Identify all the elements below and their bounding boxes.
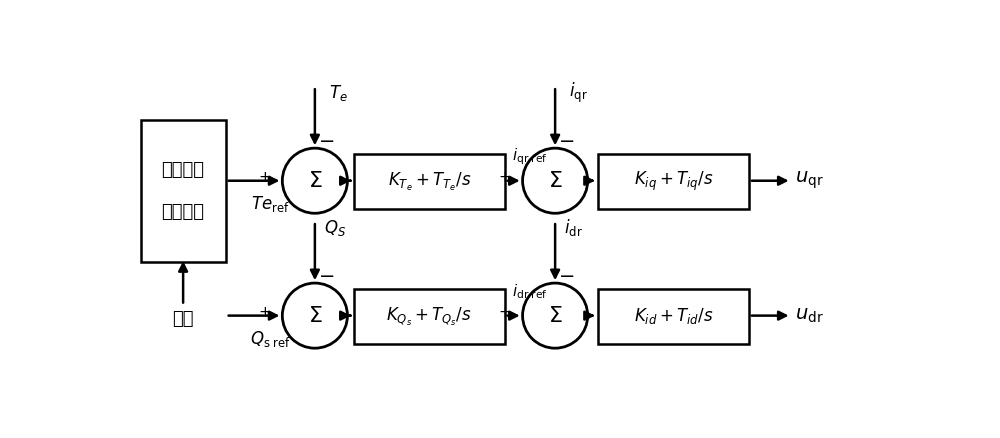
Text: −: −	[319, 132, 335, 151]
Text: +: +	[498, 305, 511, 320]
Bar	[354, 154, 505, 209]
Text: $K_{Q_s}+T_{Q_s}/s$: $K_{Q_s}+T_{Q_s}/s$	[386, 305, 472, 328]
Text: 最大风能: 最大风能	[162, 161, 205, 179]
Text: $K_{id}+T_{id}/s$: $K_{id}+T_{id}/s$	[634, 307, 713, 326]
Text: $i_{\mathrm{dr\ ref}}$: $i_{\mathrm{dr\ ref}}$	[512, 283, 548, 301]
Text: 风速: 风速	[172, 310, 194, 328]
Bar	[140, 120, 226, 261]
Bar	[598, 289, 749, 344]
Text: $u_{\mathrm{dr}}$: $u_{\mathrm{dr}}$	[795, 306, 824, 325]
Text: −: −	[559, 267, 575, 286]
Text: $Te_{\mathrm{ref}}$: $Te_{\mathrm{ref}}$	[251, 194, 290, 214]
Text: $K_{T_e}+T_{T_e}/s$: $K_{T_e}+T_{T_e}/s$	[388, 170, 471, 193]
Ellipse shape	[523, 283, 588, 348]
Text: $i_{\mathrm{qr}}$: $i_{\mathrm{qr}}$	[569, 81, 588, 105]
Text: $K_{iq}+T_{iq}/s$: $K_{iq}+T_{iq}/s$	[634, 170, 713, 193]
Text: $\Sigma$: $\Sigma$	[548, 171, 562, 191]
Text: $\Sigma$: $\Sigma$	[308, 306, 322, 325]
Text: +: +	[258, 305, 271, 320]
Bar	[354, 289, 505, 344]
Ellipse shape	[523, 148, 588, 213]
Bar	[598, 154, 749, 209]
Text: $\Sigma$: $\Sigma$	[308, 171, 322, 191]
Text: $Q_{\mathrm{s\ ref}}$: $Q_{\mathrm{s\ ref}}$	[250, 329, 291, 349]
Text: +: +	[258, 170, 271, 185]
Ellipse shape	[282, 148, 347, 213]
Text: +: +	[498, 170, 511, 185]
Text: $Q_S$: $Q_S$	[324, 218, 346, 238]
Text: −: −	[319, 267, 335, 286]
Text: $\Sigma$: $\Sigma$	[548, 306, 562, 325]
Text: $u_{\mathrm{qr}}$: $u_{\mathrm{qr}}$	[795, 170, 824, 191]
Text: $i_{\mathrm{dr}}$: $i_{\mathrm{dr}}$	[564, 217, 583, 238]
Text: $T_e$: $T_e$	[329, 83, 348, 103]
Text: $i_{\mathrm{qr\ ref}}$: $i_{\mathrm{qr\ ref}}$	[512, 147, 548, 167]
Text: −: −	[559, 132, 575, 151]
Text: 追踪控制: 追踪控制	[162, 203, 205, 221]
Ellipse shape	[282, 283, 347, 348]
